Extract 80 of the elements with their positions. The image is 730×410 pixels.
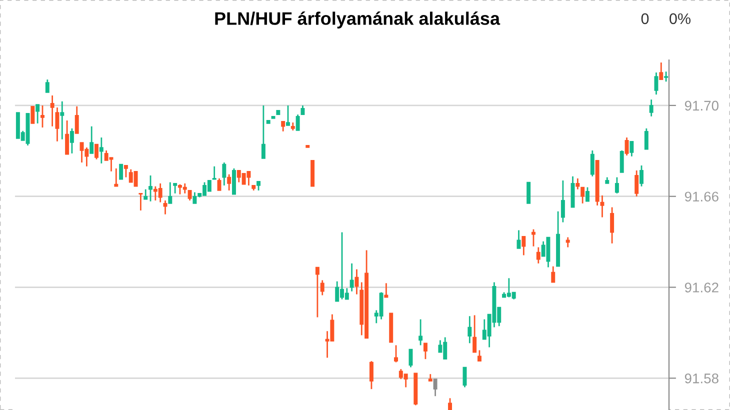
text: 0: [641, 13, 649, 24]
candlestick: [620, 150, 624, 174]
candlestick: [580, 186, 585, 204]
candlestick: [526, 182, 531, 204]
candlestick: [531, 228, 536, 248]
candlestick: [90, 126, 94, 154]
candlestick: [384, 282, 388, 298]
candlestick: [60, 100, 64, 140]
candlestick: [173, 182, 178, 194]
candlestick: [394, 344, 398, 363]
candlestick: [664, 70, 668, 82]
candlestick: [315, 266, 320, 318]
candlestick: [418, 318, 423, 346]
candlestick: [640, 164, 644, 188]
candlestick: [448, 397, 452, 410]
candlestick: [296, 114, 300, 132]
candlestick: [590, 150, 594, 178]
candlestick: [566, 236, 570, 248]
y-tick-label: 91.58: [684, 374, 718, 384]
candlestick: [99, 136, 104, 164]
candlestick: [281, 120, 286, 132]
candlestick: [576, 178, 580, 190]
candlestick: [369, 360, 374, 390]
candlestick: [536, 246, 540, 264]
candlestick: [50, 94, 54, 128]
candlestick: [256, 180, 261, 192]
candlestick: [522, 236, 526, 256]
candlestick: [630, 140, 634, 158]
candlestick: [477, 350, 482, 362]
candlestick: [354, 268, 359, 296]
candlestick: [472, 314, 477, 353]
candlestick: [261, 104, 266, 160]
candlestick: [320, 280, 324, 296]
candlestick: [119, 164, 124, 180]
candlestick: [300, 104, 305, 116]
candlestick: [570, 176, 575, 208]
candlestick: [168, 182, 172, 204]
candlestick: [551, 266, 556, 283]
text: 0%: [670, 13, 690, 24]
candlestick: [350, 262, 354, 292]
candlestick: [644, 128, 648, 150]
candlestick: [70, 128, 74, 154]
candlestick: [614, 176, 619, 194]
candlestick: [138, 192, 143, 212]
candlestick: [144, 188, 148, 200]
candlestick: [649, 98, 654, 118]
candlestick: [217, 178, 222, 192]
candlestick: [30, 106, 35, 124]
candlestick: [124, 164, 128, 178]
candlestick: [624, 136, 629, 156]
candlestick: [634, 170, 639, 198]
candlestick: [114, 168, 118, 188]
candlestick: [560, 180, 565, 223]
chart-title: PLN/HUF árfolyamának alakulása: [215, 12, 500, 28]
candlestick: [163, 200, 168, 216]
candlestick: [45, 78, 50, 94]
candlestick: [468, 315, 472, 344]
candlestick: [286, 104, 290, 126]
candlestick: [222, 162, 226, 186]
candlestick: [232, 168, 236, 196]
candlestick: [227, 174, 232, 192]
candlestick: [65, 120, 70, 156]
candlestick: [74, 106, 79, 134]
candlestick: [586, 186, 590, 202]
candlestick: [40, 104, 44, 128]
y-tick-label: 91.62: [684, 282, 718, 292]
candlestick: [600, 194, 604, 218]
candlestick: [654, 72, 658, 96]
candlestick: [423, 342, 428, 360]
y-tick-label: 91.70: [684, 100, 718, 111]
candlestick: [148, 174, 153, 202]
candlestick: [659, 62, 664, 80]
candlestick: [212, 166, 216, 180]
y-tick-label: 91.66: [684, 192, 718, 202]
candlestick: [610, 206, 614, 244]
candlestick: [36, 104, 40, 124]
candlestick: [188, 190, 192, 202]
candlestick: [433, 378, 438, 397]
candlestick: [94, 144, 98, 160]
candlestick: [55, 106, 60, 142]
